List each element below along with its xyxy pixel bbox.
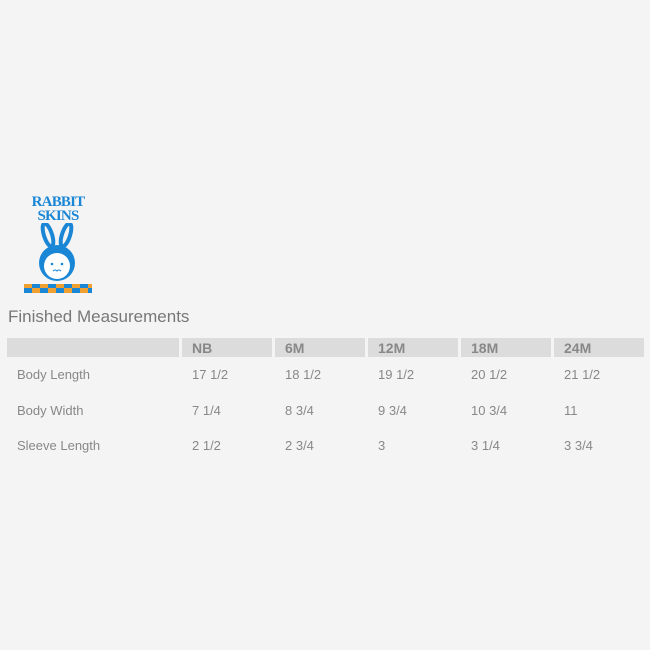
checker-pattern — [24, 284, 92, 293]
header-cell: 6M — [272, 338, 365, 357]
rabbit-skins-logo: RABBIT SKINS — [22, 193, 94, 295]
table-row: Body Width 7 1/4 8 3/4 9 3/4 10 3/4 11 — [7, 393, 644, 429]
table-cell: 19 1/2 — [378, 367, 415, 383]
table-cell: 2 3/4 — [285, 438, 314, 454]
row-label: Body Length — [17, 367, 91, 383]
bunny-icon — [24, 223, 92, 293]
table-cell: 3 3/4 — [564, 438, 593, 454]
logo-line2: SKINS — [37, 208, 79, 224]
table-cell: 9 3/4 — [378, 402, 407, 418]
header-cell: 24M — [551, 338, 644, 357]
measurements-table: NB 6M 12M 18M 24M Body Length 17 1/2 18 1/… — [7, 338, 644, 464]
header-row: NB 6M 12M 18M 24M — [7, 338, 644, 357]
table-cell: 18 1/2 — [285, 367, 322, 383]
table-cell: 3 — [378, 438, 386, 454]
table-cell: 10 3/4 — [471, 402, 508, 418]
page-title: Finished Measurements — [8, 307, 190, 326]
table-cell: 17 1/2 — [192, 367, 229, 383]
table-cell: 8 3/4 — [285, 402, 314, 418]
header-cell — [7, 338, 179, 357]
header-cell: 18M — [458, 338, 551, 357]
row-label: Body Width — [17, 402, 84, 418]
table-cell: 11 — [564, 402, 578, 418]
table-cell: 3 1/4 — [471, 438, 500, 454]
logo-line1: RABBIT — [31, 194, 86, 210]
table-row: Sleeve Length 2 1/2 2 3/4 3 3 1/4 3 3/4 — [7, 428, 644, 464]
header-cell: NB — [179, 338, 272, 357]
row-label: Sleeve Length — [17, 438, 101, 454]
table-cell: 21 1/2 — [564, 367, 601, 383]
table-cell: 7 1/4 — [192, 402, 221, 418]
table-cell: 20 1/2 — [471, 367, 508, 383]
table-row: Body Length 17 1/2 18 1/2 19 1/2 20 1/2 21 1/… — [7, 357, 644, 393]
table-cell: 2 1/2 — [192, 438, 221, 454]
header-cell: 12M — [365, 338, 458, 357]
